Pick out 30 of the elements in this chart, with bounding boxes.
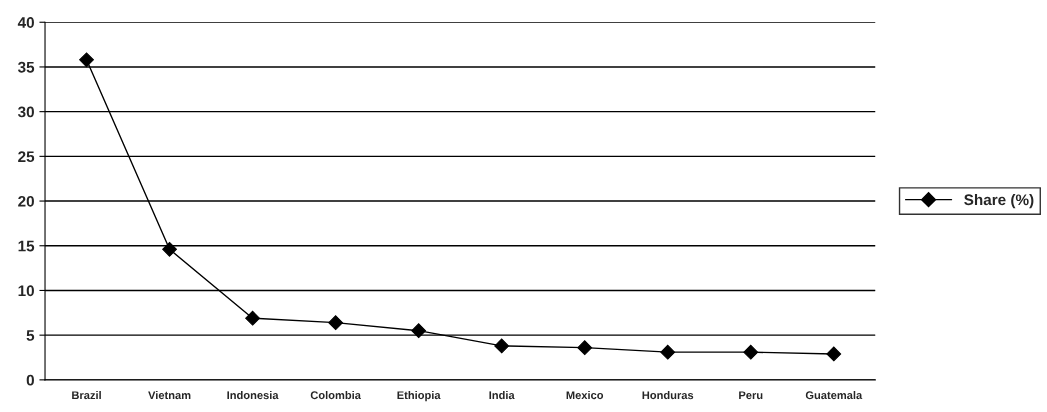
- y-tick-label: 5: [26, 330, 35, 341]
- x-tick-label: Honduras: [642, 390, 694, 400]
- y-tick-label: 20: [18, 195, 34, 207]
- y-tick-label: 15: [18, 240, 35, 252]
- point: [826, 346, 842, 362]
- point: [79, 52, 94, 68]
- point: [411, 323, 427, 339]
- point: [494, 338, 510, 354]
- x-tick-label: Brazil: [72, 390, 101, 400]
- point: [577, 340, 593, 356]
- x-tick-label: Colombia: [310, 390, 361, 400]
- point: [245, 310, 260, 326]
- y-tick-label: 10: [18, 285, 34, 297]
- x-tick-label: Vietnam: [148, 390, 191, 400]
- y-tick-label: 40: [17, 17, 34, 28]
- y-tick-label: 0: [26, 374, 34, 386]
- x-tick-label: Guatemala: [805, 390, 863, 400]
- y-tick-label: 30: [17, 106, 34, 118]
- y-tick-label: 25: [18, 151, 35, 163]
- x-tick-label: Mexico: [566, 390, 604, 400]
- legend-label: Share (%): [964, 193, 1034, 209]
- point: [743, 344, 759, 360]
- x-tick-label: India: [489, 390, 515, 400]
- point: [328, 315, 344, 331]
- point: [162, 241, 177, 257]
- y-tick-label: 35: [17, 61, 35, 73]
- x-tick-label: Indonesia: [227, 390, 279, 400]
- x-tick-label: Ethiopia: [397, 390, 441, 402]
- x-tick-label: Peru: [739, 391, 763, 400]
- point: [660, 344, 676, 360]
